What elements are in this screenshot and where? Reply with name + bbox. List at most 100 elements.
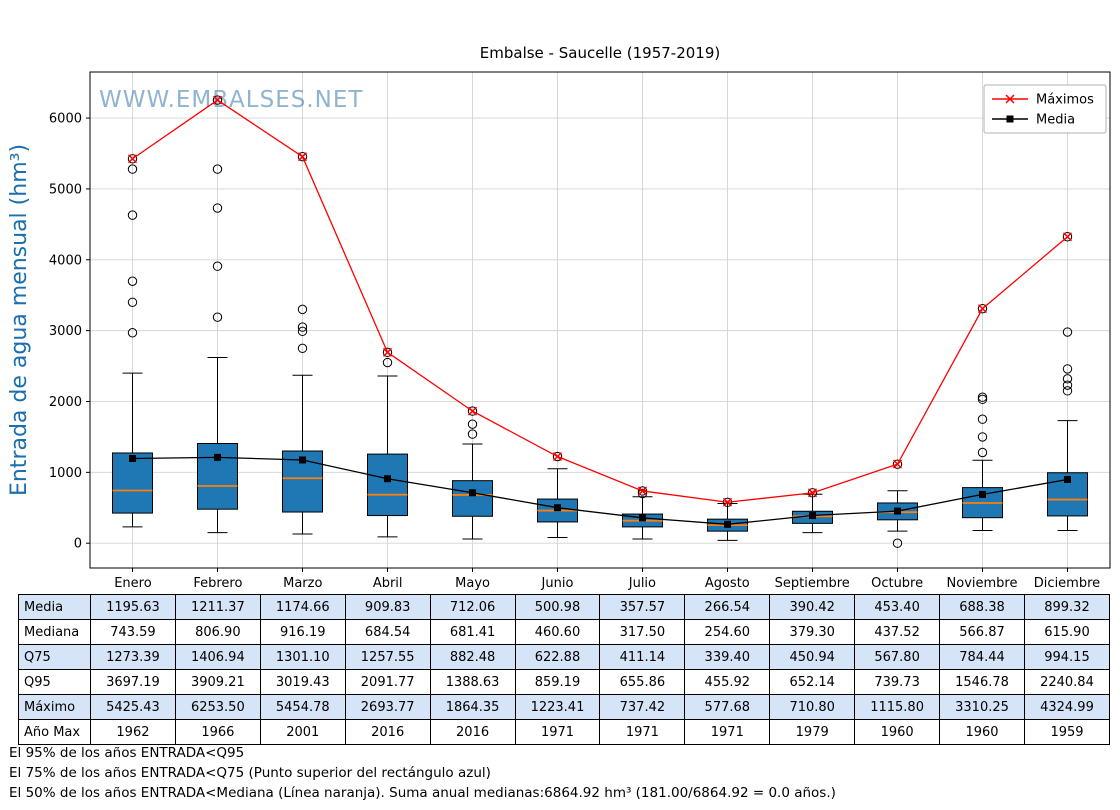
table-cell: 455.92 — [684, 669, 771, 695]
row-label: Mediana — [18, 619, 91, 645]
outlier-marker — [1062, 364, 1073, 374]
month-header-row: Enero Febrero Marzo Abril Mayo Junio Julio Agos… — [19, 572, 1110, 595]
table-cell: 1960 — [854, 719, 941, 745]
table-cell: 390.42 — [769, 594, 856, 620]
media-marker — [469, 489, 476, 497]
table-cell: 1115.80 — [854, 694, 941, 720]
legend: Máximos Media — [983, 84, 1107, 134]
maximos-marker — [977, 304, 988, 314]
table-cell: 615.90 — [1023, 619, 1111, 645]
media-marker — [639, 514, 646, 522]
outlier-marker — [977, 414, 988, 424]
month-header: Marzo — [283, 575, 323, 591]
table-cell: 712.06 — [429, 594, 516, 620]
outlier-marker — [127, 297, 138, 307]
row-label: Máximo — [18, 694, 91, 720]
table-cell: 1962 — [90, 719, 176, 745]
outlier-marker — [977, 303, 988, 314]
footnote-q95: El 95% de los años ENTRADA<Q95 — [9, 745, 245, 761]
table-cell: 5454.78 — [259, 694, 346, 720]
outlier-marker — [467, 419, 478, 429]
outlier-marker — [127, 328, 138, 338]
outlier-marker — [637, 488, 648, 499]
table-cell: 1546.78 — [939, 669, 1025, 695]
table-cell: 2693.77 — [344, 694, 431, 720]
table-cell: 3310.25 — [939, 694, 1025, 720]
outlier-marker — [127, 210, 138, 220]
iqr-box — [367, 453, 408, 517]
outlier-marker — [1062, 327, 1073, 337]
table-cell: 739.73 — [854, 669, 941, 695]
outlier-marker — [212, 203, 223, 213]
row-label: Q95 — [18, 669, 91, 695]
table-cell: 566.87 — [939, 619, 1025, 645]
outlier-marker — [212, 95, 223, 105]
boxplot-chart: WWW.EMBALSES.NET010002000300040005000600… — [7, 44, 1111, 572]
table-cell: 681.41 — [429, 619, 516, 645]
table-row: Media 1195.63 1211.37 1174.66 909.83 712.06 50… — [18, 594, 1111, 620]
month-header: Diciembre — [1033, 575, 1101, 591]
table-cell: 684.54 — [344, 619, 431, 645]
month-header: Enero — [114, 575, 152, 591]
media-marker — [129, 454, 136, 462]
y-tick-label: 0 — [74, 537, 82, 552]
table-cell: 2091.77 — [344, 669, 431, 695]
table-cell: 1301.10 — [259, 644, 346, 670]
table-cell: 2240.84 — [1023, 669, 1111, 695]
y-tick-label: 6000 — [49, 112, 82, 127]
table-cell: 1971 — [684, 719, 771, 745]
table-cell: 1223.41 — [514, 694, 601, 720]
table-cell: 357.57 — [599, 594, 686, 620]
footnotes: El 95% de los años ENTRADA<Q95 El 75% de… — [9, 745, 836, 805]
maximos-marker — [1062, 232, 1073, 242]
outlier-marker — [382, 357, 393, 368]
table-cell: 1195.63 — [90, 594, 176, 620]
table-cell: 2001 — [259, 719, 346, 745]
table-cell: 882.48 — [429, 644, 516, 670]
media-marker — [554, 504, 561, 512]
outlier-marker — [297, 151, 308, 162]
outlier-marker — [892, 538, 903, 548]
outlier-marker — [297, 322, 308, 332]
table-cell: 1257.55 — [344, 644, 431, 670]
row-label: Media — [18, 594, 91, 620]
media-marker — [1064, 475, 1071, 483]
outlier-marker — [127, 276, 138, 286]
table-cell: 784.44 — [939, 644, 1025, 670]
table-cell: 2016 — [344, 719, 431, 745]
media-marker — [809, 512, 816, 520]
outlier-marker — [297, 343, 308, 354]
outlier-marker — [212, 312, 223, 322]
maximos-marker — [892, 459, 903, 469]
plot-border — [89, 71, 1111, 569]
table-cell: 3019.43 — [259, 669, 346, 695]
table-cell: 577.68 — [684, 694, 771, 720]
table-corner — [19, 572, 91, 595]
table-cell: 317.50 — [599, 619, 686, 645]
y-tick-label: 4000 — [49, 253, 82, 268]
media-line — [129, 453, 1071, 528]
legend-label: Media — [1036, 113, 1075, 128]
box-Enero — [112, 154, 153, 528]
table-cell: 1960 — [939, 719, 1025, 745]
legend-label: Máximos — [1036, 93, 1094, 108]
table-cell: 1406.94 — [174, 644, 261, 670]
outlier-marker — [467, 429, 478, 439]
table-cell: 899.32 — [1023, 594, 1111, 620]
table-cell: 3909.21 — [174, 669, 261, 695]
legend-x-marker-icon — [1005, 94, 1015, 104]
table-cell: 437.52 — [854, 619, 941, 645]
table-cell: 1864.35 — [429, 694, 516, 720]
table-cell: 453.40 — [854, 594, 941, 620]
grid — [90, 72, 1110, 568]
outlier-marker — [127, 154, 138, 164]
maximos-marker — [297, 152, 308, 162]
outlier-marker — [297, 326, 308, 337]
maximos-marker — [637, 486, 648, 496]
media-marker — [214, 453, 221, 461]
table-cell: 737.42 — [599, 694, 686, 720]
monthly-stats-table: Enero Febrero Marzo Abril Mayo Junio Julio Agos… — [18, 572, 1111, 745]
month-header: Febrero — [193, 575, 243, 591]
plot-area — [90, 72, 1110, 568]
table-cell: 254.60 — [684, 619, 771, 645]
